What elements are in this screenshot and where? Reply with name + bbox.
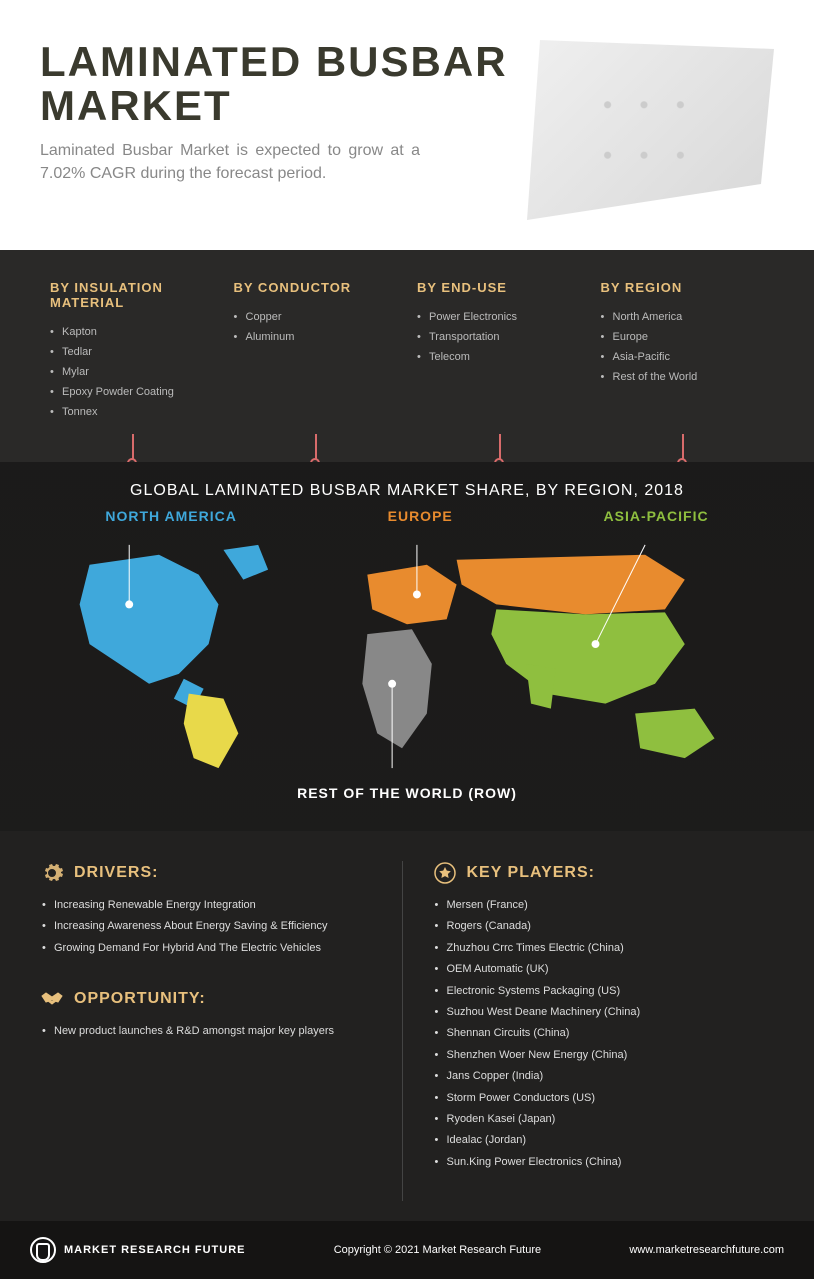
- footer-copyright: Copyright © 2021 Market Research Future: [334, 1244, 541, 1256]
- logo-icon: [30, 1237, 56, 1263]
- category-item: Telecom: [417, 347, 581, 367]
- map-title: GLOBAL LAMINATED BUSBAR MARKET SHARE, BY…: [30, 482, 784, 500]
- list-item: Suzhou West Deane Machinery (China): [433, 1002, 775, 1023]
- category-column: BY CONDUCTOR CopperAluminum: [234, 280, 398, 422]
- category-item: Aluminum: [234, 327, 398, 347]
- header-text: LAMINATED BUSBAR MARKET Laminated Busbar…: [40, 40, 514, 185]
- category-item: Mylar: [50, 362, 214, 382]
- list-item: Jans Copper (India): [433, 1066, 775, 1087]
- category-list: CopperAluminum: [234, 307, 398, 347]
- list-item: Mersen (France): [433, 895, 775, 916]
- category-title: BY CONDUCTOR: [234, 280, 398, 295]
- label-asia-pacific: ASIA-PACIFIC: [604, 508, 709, 524]
- list-item: Electronic Systems Packaging (US): [433, 981, 775, 1002]
- footer-logo: MARKET RESEARCH FUTURE: [30, 1237, 246, 1263]
- category-list: North AmericaEuropeAsia-PacificRest of t…: [601, 307, 765, 387]
- category-column: BY REGION North AmericaEuropeAsia-Pacific…: [601, 280, 765, 422]
- keyplayers-list: Mersen (France)Rogers (Canada)Zhuzhou Cr…: [433, 895, 775, 1173]
- region-labels: NORTH AMERICA EUROPE ASIA-PACIFIC: [30, 508, 784, 524]
- category-item: Kapton: [50, 322, 214, 342]
- keyplayers-title: KEY PLAYERS:: [467, 864, 595, 882]
- drivers-list: Increasing Renewable Energy IntegrationI…: [40, 895, 382, 959]
- list-item: Increasing Awareness About Energy Saving…: [40, 916, 382, 937]
- category-item: Europe: [601, 327, 765, 347]
- footer-brand: MARKET RESEARCH FUTURE: [64, 1244, 246, 1256]
- list-item: Storm Power Conductors (US): [433, 1088, 775, 1109]
- category-item: Epoxy Powder Coating: [50, 382, 214, 402]
- category-item: Tedlar: [50, 342, 214, 362]
- label-europe: EUROPE: [388, 508, 453, 524]
- list-item: Sun.King Power Electronics (China): [433, 1152, 775, 1173]
- drivers-title: DRIVERS:: [74, 864, 158, 882]
- category-item: Rest of the World: [601, 367, 765, 387]
- list-item: OEM Automatic (UK): [433, 959, 775, 980]
- list-item: Idealac (Jordan): [433, 1130, 775, 1151]
- keyplayers-head: KEY PLAYERS:: [433, 861, 775, 885]
- list-item: Rogers (Canada): [433, 916, 775, 937]
- drivers-head: DRIVERS:: [40, 861, 382, 885]
- category-item: Copper: [234, 307, 398, 327]
- category-item: North America: [601, 307, 765, 327]
- category-item: Asia-Pacific: [601, 347, 765, 367]
- list-item: Increasing Renewable Energy Integration: [40, 895, 382, 916]
- list-item: Shennan Circuits (China): [433, 1023, 775, 1044]
- handshake-icon: [40, 987, 64, 1011]
- category-column: BY END-USE Power ElectronicsTransportatio…: [417, 280, 581, 422]
- category-title: BY REGION: [601, 280, 765, 295]
- categories-band: BY INSULATION MATERIALKaptonTedlarMylarE…: [0, 250, 814, 462]
- bottom-section: DRIVERS: Increasing Renewable Energy Int…: [0, 831, 814, 1221]
- category-list: Power ElectronicsTransportationTelecom: [417, 307, 581, 367]
- list-item: Zhuzhou Crrc Times Electric (China): [433, 938, 775, 959]
- right-column: KEY PLAYERS: Mersen (France)Rogers (Cana…: [423, 861, 775, 1201]
- page-title: LAMINATED BUSBAR MARKET: [40, 40, 514, 128]
- opportunity-list: New product launches & R&D amongst major…: [40, 1021, 382, 1042]
- category-item: Power Electronics: [417, 307, 581, 327]
- left-column: DRIVERS: Increasing Renewable Energy Int…: [40, 861, 403, 1201]
- footer: MARKET RESEARCH FUTURE Copyright © 2021 …: [0, 1221, 814, 1279]
- label-rest-of-world: REST OF THE WORLD (ROW): [30, 785, 784, 801]
- star-icon: [433, 861, 457, 885]
- list-item: Growing Demand For Hybrid And The Electr…: [40, 938, 382, 959]
- category-item: Tonnex: [50, 402, 214, 422]
- title-line2: MARKET: [40, 82, 232, 129]
- category-item: Transportation: [417, 327, 581, 347]
- opportunity-head: OPPORTUNITY:: [40, 987, 382, 1011]
- label-north-america: NORTH AMERICA: [105, 508, 236, 524]
- category-column: BY INSULATION MATERIAL KaptonTedlarMylarE…: [50, 280, 214, 422]
- category-title: BY END-USE: [417, 280, 581, 295]
- world-map: [30, 534, 784, 774]
- category-title: BY INSULATION MATERIAL: [50, 280, 214, 310]
- product-image: [514, 40, 774, 220]
- map-section: GLOBAL LAMINATED BUSBAR MARKET SHARE, BY…: [0, 462, 814, 831]
- list-item: Ryoden Kasei (Japan): [433, 1109, 775, 1130]
- subtitle: Laminated Busbar Market is expected to g…: [40, 140, 420, 185]
- header: LAMINATED BUSBAR MARKET Laminated Busbar…: [0, 0, 814, 250]
- list-item: Shenzhen Woer New Energy (China): [433, 1045, 775, 1066]
- opportunity-title: OPPORTUNITY:: [74, 990, 206, 1008]
- footer-url: www.marketresearchfuture.com: [629, 1244, 784, 1256]
- category-list: KaptonTedlarMylarEpoxy Powder CoatingTon…: [50, 322, 214, 422]
- title-line1: LAMINATED BUSBAR: [40, 38, 508, 85]
- list-item: New product launches & R&D amongst major…: [40, 1021, 382, 1042]
- gear-icon: [40, 861, 64, 885]
